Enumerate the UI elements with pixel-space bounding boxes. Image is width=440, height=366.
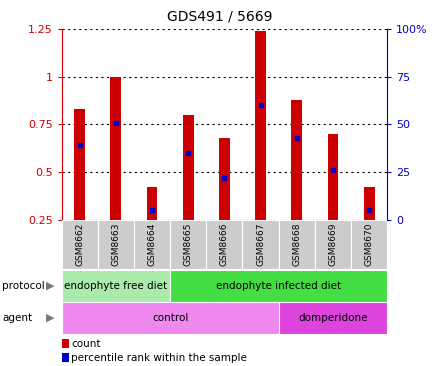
Bar <box>110 77 121 220</box>
Bar <box>62 220 98 269</box>
Text: GSM8667: GSM8667 <box>256 223 265 266</box>
Text: protocol: protocol <box>2 281 45 291</box>
Bar <box>62 302 279 334</box>
Bar <box>315 220 351 269</box>
Bar <box>219 138 230 220</box>
Text: GSM8662: GSM8662 <box>75 223 84 266</box>
Bar <box>170 220 206 269</box>
Bar <box>134 220 170 269</box>
Text: GSM8669: GSM8669 <box>328 223 337 266</box>
Bar <box>279 220 315 269</box>
Text: endophyte infected diet: endophyte infected diet <box>216 281 341 291</box>
Bar <box>351 220 387 269</box>
Text: ▶: ▶ <box>46 281 55 291</box>
Text: GDS491 / 5669: GDS491 / 5669 <box>167 9 273 23</box>
Bar <box>183 115 194 220</box>
Text: endophyte free diet: endophyte free diet <box>64 281 168 291</box>
Text: percentile rank within the sample: percentile rank within the sample <box>71 353 247 363</box>
Text: ▶: ▶ <box>46 313 55 323</box>
Bar <box>74 109 85 220</box>
Text: count: count <box>71 339 101 349</box>
Bar <box>255 31 266 220</box>
Bar <box>170 270 387 302</box>
Bar <box>242 220 279 269</box>
Bar <box>291 100 302 220</box>
Bar <box>62 270 170 302</box>
Bar <box>327 134 338 220</box>
Text: GSM8665: GSM8665 <box>184 223 193 266</box>
Bar <box>279 302 387 334</box>
Bar <box>364 187 374 220</box>
Text: domperidone: domperidone <box>298 313 368 323</box>
Text: GSM8664: GSM8664 <box>147 223 157 266</box>
Bar <box>98 220 134 269</box>
Text: agent: agent <box>2 313 32 323</box>
Text: GSM8668: GSM8668 <box>292 223 301 266</box>
Text: control: control <box>152 313 188 323</box>
Text: GSM8670: GSM8670 <box>365 223 374 266</box>
Bar <box>206 220 242 269</box>
Text: GSM8663: GSM8663 <box>111 223 121 266</box>
Text: GSM8666: GSM8666 <box>220 223 229 266</box>
Bar <box>147 187 158 220</box>
